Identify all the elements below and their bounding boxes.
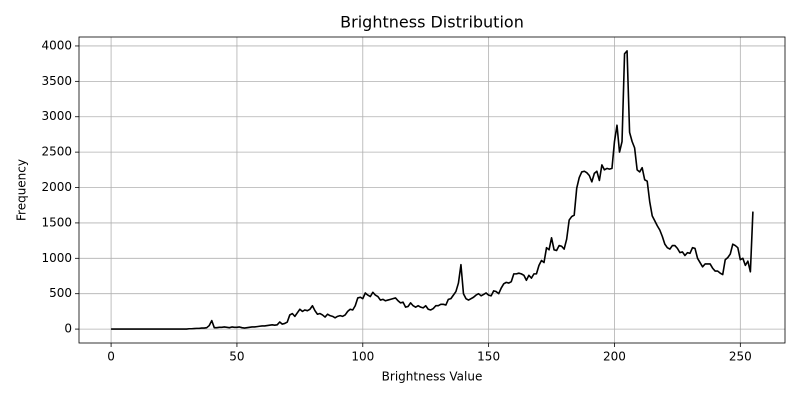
x-tick-label: 250	[729, 350, 752, 364]
plot-frame	[78, 36, 786, 344]
y-tick-label: 1500	[41, 215, 72, 229]
x-tick-label: 150	[477, 350, 500, 364]
y-tick-label: 3000	[41, 109, 72, 123]
y-tick-label: 2500	[41, 145, 72, 159]
chart-title: Brightness Distribution	[340, 13, 524, 32]
x-tick-label: 50	[229, 350, 244, 364]
y-tick-label: 2000	[41, 180, 72, 194]
y-tick-label: 500	[49, 286, 72, 300]
y-axis-label: Frequency	[15, 159, 29, 221]
y-tick-label: 4000	[41, 38, 72, 52]
y-tick-label: 1000	[41, 251, 72, 265]
data-line	[111, 50, 754, 330]
x-tick-label: 200	[603, 350, 626, 364]
x-tick-label: 0	[107, 350, 115, 364]
x-tick-label: 100	[351, 350, 374, 364]
x-axis-label: Brightness Value	[382, 370, 483, 384]
y-tick-label: 3500	[41, 74, 72, 88]
y-tick-label: 0	[64, 322, 72, 336]
